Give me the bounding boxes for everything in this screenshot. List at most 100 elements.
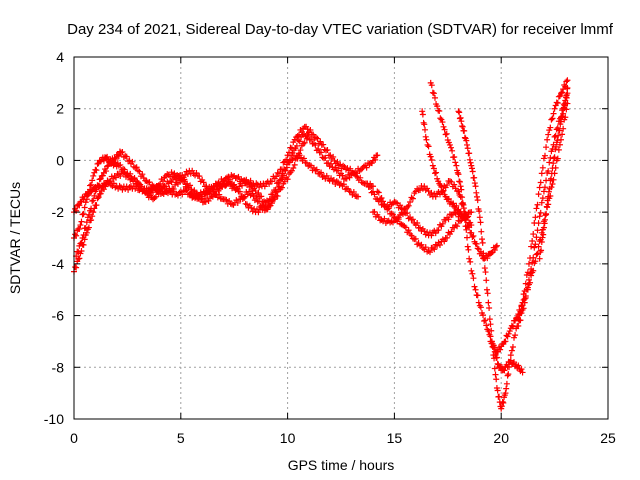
- data-point: [534, 201, 541, 208]
- data-point: [472, 183, 479, 190]
- data-point: [563, 78, 570, 85]
- data-point: [354, 174, 361, 181]
- data-point: [467, 159, 474, 166]
- data-point: [152, 193, 159, 200]
- data-point: [174, 181, 181, 188]
- data-point: [436, 241, 443, 248]
- data-point: [372, 156, 379, 163]
- data-point: [466, 255, 473, 262]
- data-point: [408, 194, 415, 201]
- data-point: [136, 168, 143, 175]
- data-point: [297, 147, 304, 154]
- data-point: [279, 170, 286, 177]
- data-point: [360, 163, 367, 170]
- y-tick-label: -10: [44, 411, 64, 427]
- data-point: [454, 207, 461, 214]
- data-point: [284, 176, 291, 183]
- data-point: [559, 131, 566, 138]
- data-point: [371, 191, 378, 198]
- data-point: [260, 202, 267, 209]
- data-point: [502, 390, 509, 397]
- data-point: [564, 85, 571, 92]
- data-point: [456, 218, 463, 225]
- data-point: [448, 144, 455, 151]
- data-point: [234, 199, 241, 206]
- data-point: [119, 186, 126, 193]
- data-point: [521, 299, 528, 306]
- data-point: [543, 144, 550, 151]
- data-point: [482, 269, 489, 276]
- data-point: [258, 193, 265, 200]
- data-point: [539, 195, 546, 202]
- data-point: [541, 184, 548, 191]
- data-point: [300, 155, 307, 162]
- data-point: [535, 191, 542, 198]
- data-point: [463, 137, 470, 144]
- data-point: [328, 160, 335, 167]
- data-point: [482, 317, 489, 324]
- data-point: [522, 280, 529, 287]
- data-point: [92, 188, 99, 195]
- data-point: [529, 238, 536, 245]
- data-point: [491, 365, 498, 372]
- data-point: [80, 232, 87, 239]
- data-point: [536, 184, 543, 191]
- data-point: [363, 164, 370, 171]
- data-point: [248, 204, 255, 211]
- data-point: [430, 90, 437, 97]
- data-point: [457, 208, 464, 215]
- data-point: [91, 192, 98, 199]
- data-point: [540, 155, 547, 162]
- data-point: [374, 152, 381, 159]
- data-point: [494, 387, 501, 394]
- data-point: [509, 323, 516, 330]
- data-point: [549, 115, 556, 122]
- data-point: [502, 338, 509, 345]
- data-point: [347, 165, 354, 172]
- data-point: [430, 165, 437, 172]
- y-tick-label: -6: [52, 308, 65, 324]
- data-point: [375, 189, 382, 196]
- data-point: [172, 176, 179, 183]
- data-point: [112, 156, 119, 163]
- data-point: [505, 371, 512, 378]
- y-tick-label: 2: [56, 101, 64, 117]
- data-point: [409, 195, 416, 202]
- data-point: [500, 399, 507, 406]
- data-point: [335, 167, 342, 174]
- data-point: [88, 217, 95, 224]
- data-point: [83, 229, 90, 236]
- data-point: [556, 92, 563, 99]
- data-point: [461, 210, 468, 217]
- data-point: [139, 171, 146, 178]
- data-point: [532, 214, 539, 221]
- data-point: [450, 200, 457, 207]
- data-point: [455, 171, 462, 178]
- data-point: [463, 226, 470, 233]
- data-point: [528, 266, 535, 273]
- data-point: [94, 160, 101, 167]
- data-point: [535, 243, 542, 250]
- data-point: [470, 275, 477, 282]
- data-point: [146, 179, 153, 186]
- data-point: [377, 196, 384, 203]
- data-point: [501, 367, 508, 374]
- data-point: [226, 178, 233, 185]
- data-point: [451, 154, 458, 161]
- data-point: [558, 90, 565, 97]
- data-point: [239, 182, 246, 189]
- data-point: [137, 181, 144, 188]
- data-point: [464, 243, 471, 250]
- data-point: [449, 147, 456, 154]
- data-point: [191, 187, 198, 194]
- data-point: [90, 172, 97, 179]
- data-point: [233, 197, 240, 204]
- data-point: [448, 178, 455, 185]
- data-point: [507, 352, 514, 359]
- data-point: [483, 286, 490, 293]
- data-point: [162, 183, 169, 190]
- data-point: [428, 189, 435, 196]
- data-point: [177, 175, 184, 182]
- data-point: [462, 223, 469, 230]
